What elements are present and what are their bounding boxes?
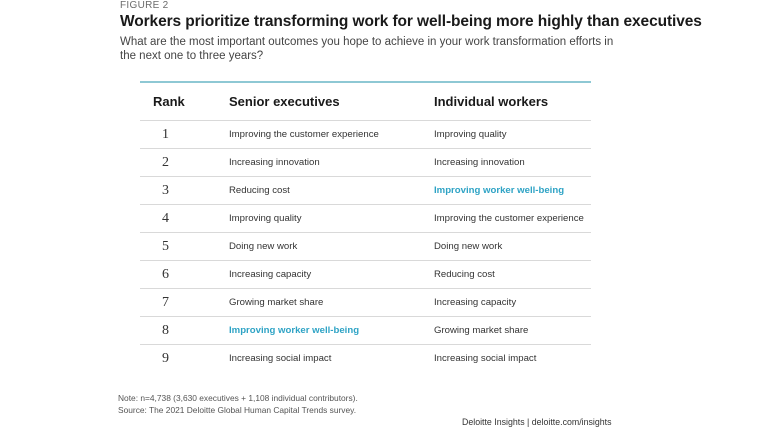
note-source: Source: The 2021 Deloitte Global Human C… [118,405,357,415]
rank-cell: 1 [162,126,169,142]
figure-subtitle: What are the most important outcomes you… [120,36,614,62]
exec-cell: Growing market share [229,297,324,308]
exec-cell: Increasing innovation [229,157,320,168]
rank-cell: 3 [162,182,169,198]
ind-cell: Increasing social impact [434,353,537,364]
rank-cell: 2 [162,154,169,170]
exec-cell: Improving quality [229,213,302,224]
publisher-credit: Deloitte Insights | deloitte.com/insight… [462,417,612,427]
exec-cell: Increasing social impact [229,353,332,364]
ind-cell: Increasing innovation [434,157,525,168]
ranking-table: Rank Senior executives Individual worker… [140,81,591,372]
ind-cell: Increasing capacity [434,297,517,308]
table-row: 1 Improving the customer experience Impr… [140,120,591,148]
table-row: 8 Improving worker well-being Growing ma… [140,316,591,344]
figure-title: Workers prioritize transforming work for… [120,13,702,30]
header-individual-workers: Individual workers [434,94,549,109]
rank-cell: 6 [162,266,169,282]
rank-cell: 5 [162,238,169,254]
table-row: 5 Doing new work Doing new work [140,232,591,260]
note-sample: Note: n=4,738 (3,630 executives + 1,108 … [118,393,358,403]
table-row: 3 Reducing cost Improving worker well-be… [140,176,591,204]
ind-cell: Improving the customer experience [434,213,584,224]
exec-cell: Improving the customer experience [229,129,379,140]
ind-cell: Reducing cost [434,269,495,280]
table-row: 7 Growing market share Increasing capaci… [140,288,591,316]
exec-cell-highlighted: Improving worker well-being [229,325,360,336]
rank-cell: 9 [162,350,169,366]
table-header-row: Rank Senior executives Individual worker… [140,83,591,120]
figure-note: Note: n=4,738 (3,630 executives + 1,108 … [118,392,358,416]
ind-cell: Growing market share [434,325,529,336]
exec-cell: Doing new work [229,241,298,252]
table-top-rule [140,81,591,83]
exec-cell: Increasing capacity [229,269,312,280]
rank-cell: 8 [162,322,169,338]
table-row: 6 Increasing capacity Reducing cost [140,260,591,288]
header-senior-executives: Senior executives [229,94,340,109]
rank-cell: 4 [162,210,169,226]
ind-cell: Improving quality [434,129,507,140]
header-rank: Rank [153,94,185,109]
table-row: 2 Increasing innovation Increasing innov… [140,148,591,176]
exec-cell: Reducing cost [229,185,290,196]
rank-cell: 7 [162,294,169,310]
ind-cell-highlighted: Improving worker well-being [434,185,565,196]
ind-cell: Doing new work [434,241,503,252]
figure-label: FIGURE 2 [120,0,169,11]
table-row: 9 Increasing social impact Increasing so… [140,344,591,372]
table-row: 4 Improving quality Improving the custom… [140,204,591,232]
